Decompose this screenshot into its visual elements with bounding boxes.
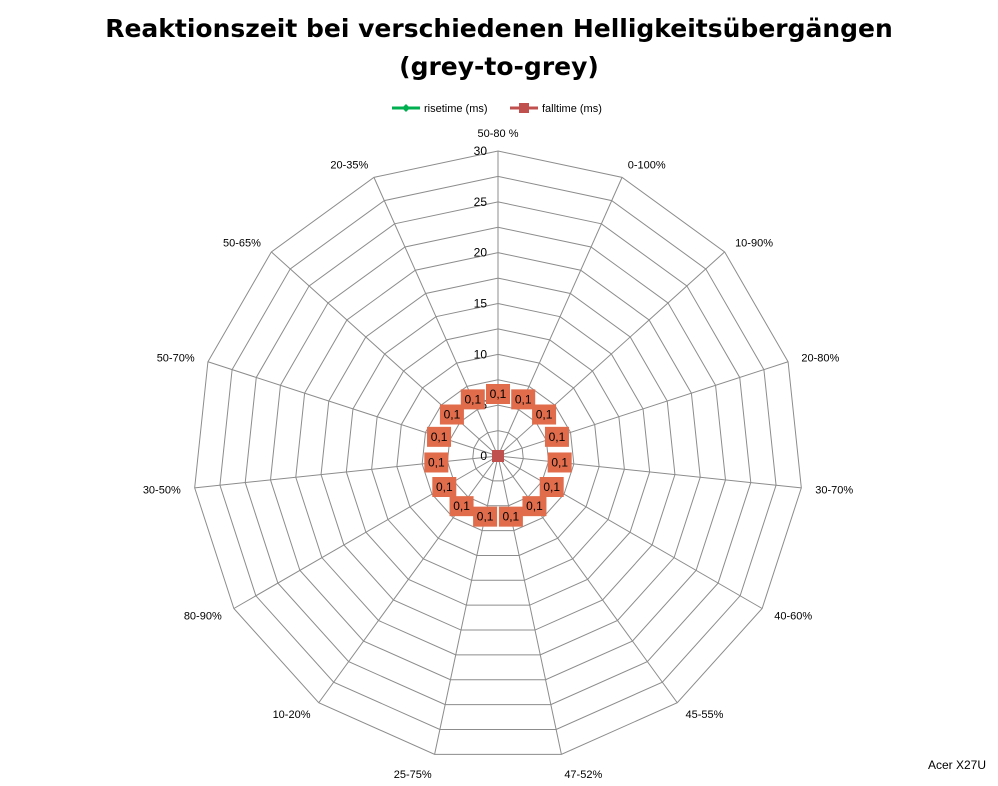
tick-label: 20: [474, 246, 488, 260]
tick-label: 15: [474, 297, 488, 311]
category-label: 80-90%: [184, 611, 222, 623]
data-label-box: [539, 477, 564, 497]
tick-label: 0: [480, 449, 487, 463]
grid-ring-9: [244, 201, 752, 706]
chart-title: Reaktionszeit bei verschiedenen Helligke…: [105, 14, 893, 81]
data-label: 0,1: [428, 455, 445, 469]
data-label: 0,1: [490, 387, 507, 401]
data-label-box: [432, 477, 457, 497]
data-label: 0,1: [549, 430, 566, 444]
category-label: 10-20%: [273, 709, 311, 721]
legend-label: risetime (ms): [424, 103, 488, 115]
category-label: 50-80 %: [478, 128, 519, 140]
category-label: 40-60%: [774, 611, 812, 623]
data-label: 0,1: [436, 480, 453, 494]
radar-grid: [194, 150, 802, 755]
series-1: 0,1 0,10,10,10,10,10,10,10,10,10,10,10,10…: [424, 384, 572, 527]
data-label: 0,1: [464, 392, 481, 406]
category-labels: 50-80 % 0-100% 10-90% 20-80% 30-70% 40-60% 45-…: [143, 128, 854, 781]
category-label: 47-52%: [564, 769, 602, 781]
category-label: 50-65%: [223, 238, 261, 250]
data-label-box: [427, 426, 452, 447]
spoke-13: [271, 251, 499, 457]
data-label: 0,1: [453, 499, 470, 513]
category-label: 10-90%: [735, 238, 773, 250]
data-label: 0,1: [444, 408, 461, 422]
grid-ring-8: [269, 226, 727, 681]
data-label: 0,1: [477, 510, 494, 524]
data-label-box: [532, 404, 557, 425]
data-label: 0,1: [543, 480, 560, 494]
spoke-7: [497, 455, 562, 755]
data-label-box: [498, 506, 523, 527]
data-label: 0,1: [515, 392, 532, 406]
grid-ring-2: [421, 379, 575, 532]
data-label: 0,1: [551, 455, 568, 469]
legend-item: risetime (ms): [392, 103, 488, 115]
legend: risetime (ms) falltime (ms): [392, 103, 602, 115]
data-label-box: [439, 404, 464, 425]
data-label-box: [522, 496, 547, 517]
legend-item: falltime (ms): [510, 103, 602, 115]
category-label: 30-70%: [815, 484, 853, 496]
grid-ring-6: [320, 277, 676, 631]
legend-label: falltime (ms): [542, 103, 602, 115]
category-label: 20-80%: [801, 352, 839, 364]
spoke-2: [497, 251, 725, 457]
data-label: 0,1: [536, 408, 553, 422]
data-label-box: [449, 496, 474, 517]
data-label-box: [511, 389, 536, 410]
data-label-box: [460, 389, 485, 410]
tick-label: 30: [474, 144, 488, 158]
spoke-6: [497, 455, 678, 704]
grid-ring-10: [219, 175, 777, 730]
category-label: 30-50%: [143, 484, 181, 496]
category-label: 45-55%: [686, 709, 724, 721]
data-label: 0,1: [431, 430, 448, 444]
tick-label: 10: [474, 347, 488, 361]
data-label-box: [544, 426, 569, 447]
watermark: Acer X27U: [927, 758, 986, 772]
data-label-box: [486, 384, 510, 404]
legend-marker: [519, 103, 529, 113]
data-point: [492, 450, 504, 462]
category-label: 25-75%: [394, 769, 432, 781]
data-label-box: [547, 452, 572, 473]
grid-ring-5: [345, 302, 651, 606]
spoke-5: [497, 455, 763, 609]
data-label-box: [424, 452, 449, 473]
spoke-14: [373, 177, 499, 457]
grid-ring-4: [371, 328, 625, 581]
category-label: 50-70%: [157, 352, 195, 364]
grid-ring-3: [396, 353, 600, 556]
category-label: 20-35%: [330, 160, 368, 172]
series-layer: 0,1 0,10,10,10,10,10,10,10,10,10,10,10,10…: [424, 384, 572, 527]
spoke-10: [233, 455, 499, 609]
grid-ring-11: [194, 150, 802, 755]
data-label-box: [473, 506, 498, 527]
tick-label: 25: [474, 195, 488, 209]
spoke-9: [318, 455, 499, 704]
radar-ticks: 051015202530: [474, 144, 488, 463]
category-label: 0-100%: [628, 160, 666, 172]
spoke-1: [497, 177, 623, 457]
grid-ring-0: [472, 430, 524, 482]
grid-ring-7: [295, 252, 701, 656]
data-label: 0,1: [526, 499, 543, 513]
spoke-8: [434, 455, 499, 755]
legend-marker: [402, 104, 410, 112]
data-label: 0,1: [503, 510, 520, 524]
grid-ring-1: [446, 404, 550, 507]
